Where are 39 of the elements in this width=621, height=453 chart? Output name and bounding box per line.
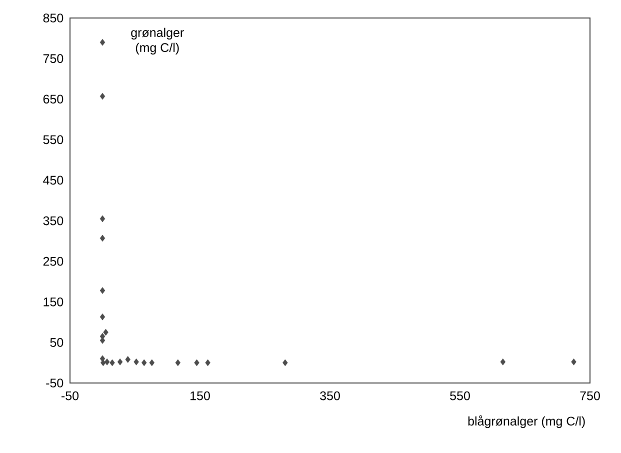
point [100, 234, 106, 242]
point [104, 358, 110, 366]
point [117, 358, 123, 366]
x-tick-label: 750 [580, 391, 600, 400]
point [100, 337, 106, 344]
point [149, 359, 154, 366]
point [110, 359, 115, 366]
point [205, 359, 210, 366]
x-tick-label: 550 [450, 391, 470, 400]
point [100, 314, 106, 320]
x-tick-label: 350 [320, 391, 340, 400]
y-tick-label: 650 [43, 94, 64, 104]
y-tick-label: 250 [43, 256, 64, 266]
y-tick-label: 550 [43, 135, 64, 144]
y-tick-label: 350 [43, 216, 64, 226]
y-tick-label: 150 [44, 297, 64, 306]
point [134, 358, 139, 366]
x-tick-label: -50 [62, 391, 79, 400]
point [142, 359, 147, 366]
y-tick-label: 50 [50, 338, 64, 347]
y-tick-label: 750 [43, 54, 64, 63]
point [100, 38, 106, 46]
point [500, 358, 506, 366]
x-axis-title: blågrønalger (mg C/l) [468, 415, 585, 428]
point [100, 215, 106, 222]
point [571, 358, 576, 366]
point [125, 356, 130, 363]
y-tick-label: 850 [43, 14, 64, 22]
point [103, 328, 108, 336]
y-tick-label: 450 [43, 176, 64, 185]
point [100, 287, 106, 294]
point [100, 92, 106, 100]
x-tick-label: 150 [190, 391, 210, 400]
point [194, 359, 200, 366]
y-axis-title: grønalger (mg C/l) [131, 28, 184, 54]
y-tick-label: -50 [46, 378, 64, 388]
point [100, 359, 106, 366]
point [282, 359, 288, 366]
point [175, 359, 180, 366]
